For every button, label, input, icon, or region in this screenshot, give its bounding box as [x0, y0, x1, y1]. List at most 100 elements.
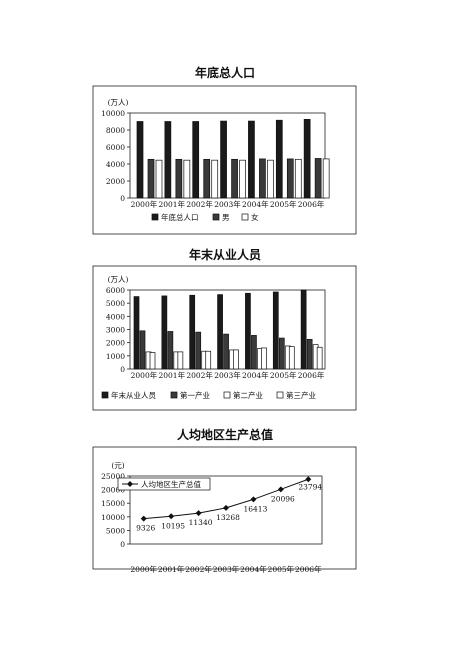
chart1-bar-3-6: [294, 158, 302, 199]
chart1-xtick-label-5: 2005年: [270, 199, 297, 209]
chart1-bar-2-4: [231, 158, 238, 199]
chart1-ytick-label-3: 6000: [106, 143, 125, 152]
chart1-xtick-label-1: 2001年: [158, 199, 185, 209]
chart2-bar-4-2: [177, 351, 184, 370]
chart1-bar-2-5: [259, 158, 266, 199]
chart2-bar-4-6: [288, 346, 295, 370]
chart1-bar-1-2: [164, 121, 172, 199]
chart3-ytick-label-2: 10000: [101, 513, 125, 522]
chart3-xtick-label-3: 2003年: [213, 564, 240, 574]
chart2-legend-label-3: 第二产业: [233, 390, 263, 400]
chart1-legend-label-1: 年底总人口: [161, 212, 199, 222]
chart1-legend-swatch-2: [212, 213, 220, 221]
chart1-bar-3-3: [211, 159, 219, 199]
chart1-ytick-label-2: 4000: [106, 160, 125, 169]
chart1-xtick-label-0: 2000年: [131, 199, 158, 209]
chart3-ytick-label-5: 25000: [101, 472, 125, 481]
chart2-legend-swatch-4: [276, 391, 284, 399]
chart1-ytick-label-4: 8000: [106, 126, 125, 135]
chart1-bar-1-1: [136, 121, 144, 199]
chart3-xtick-label-5: 2005年: [268, 564, 295, 574]
chart1-bar-3-7: [322, 158, 330, 199]
chart1-bar-1-7: [303, 119, 311, 199]
chart1-bar-1-5: [248, 120, 255, 199]
chart1-bar-1-4: [220, 120, 227, 199]
chart3-title: 人均地区生产总值: [176, 428, 273, 442]
chart1-xtick-label-6: 2006年: [298, 199, 325, 209]
chart2-bar-2-6: [278, 337, 285, 370]
chart1-ylabel: (万人): [108, 98, 129, 107]
chart1-xtick-label-3: 2003年: [214, 199, 241, 209]
chart2-legend-label-1: 年末从业人员: [111, 390, 156, 400]
chart2-bar-1-6: [272, 291, 279, 370]
chart2-ytick-label-3: 3000: [106, 326, 125, 335]
chart2-bar-1-3: [189, 294, 196, 370]
chart3-xtick-label-6: 2006年: [295, 564, 322, 574]
chart2-title: 年末从业人员: [188, 248, 261, 262]
chart3-point-4: [223, 504, 229, 511]
chart1-bar-3-1: [155, 159, 163, 199]
chart1-legend-label-2: 男: [222, 213, 230, 222]
chart3-data-label-6: 20096: [271, 494, 295, 503]
chart2-xtick-label-6: 2006年: [298, 370, 325, 380]
chart2-bar-2-5: [251, 335, 257, 370]
chart2-bar-4-1: [149, 352, 156, 370]
chart2-ytick-label-2: 2000: [106, 339, 125, 348]
chart2-bar-1-4: [217, 294, 223, 370]
chart2-xtick-label-1: 2001年: [158, 370, 185, 380]
chart2-legend-swatch-3: [223, 391, 231, 399]
chart2-xtick-label-0: 2000年: [131, 370, 158, 380]
chart2-bar-2-4: [223, 333, 229, 370]
chart3-data-label-2: 10195: [161, 521, 185, 530]
chart2-bar-2-1: [139, 330, 146, 370]
chart2-xtick-label-3: 2003年: [214, 370, 241, 380]
chart2-bar-2-3: [195, 331, 202, 370]
chart3-xtick-label-0: 2000年: [130, 564, 157, 574]
chart1-bar-2-7: [314, 158, 322, 199]
chart1-bar-3-4: [239, 159, 246, 199]
chart2-xtick-label-4: 2004年: [242, 370, 269, 380]
chart2-legend-swatch-1: [101, 391, 109, 399]
chart3-point-2: [168, 513, 175, 520]
chart3-xtick-label-4: 2004年: [240, 564, 267, 574]
chart3-data-label-7: 23794: [298, 482, 322, 491]
chart3-xtick-label-2: 2002年: [185, 564, 212, 574]
chart2-bar-1-7: [300, 289, 307, 370]
chart1-legend-swatch-1: [151, 213, 159, 221]
chart2-legend-swatch-2: [170, 391, 178, 399]
chart1-bar-2-1: [147, 158, 155, 199]
chart2-legend-label-2: 第一产业: [180, 390, 210, 400]
chart2-ytick-label-6: 6000: [106, 286, 125, 295]
chart1-plot-area: [129, 112, 326, 199]
chart1-xtick-label-4: 2004年: [242, 199, 269, 209]
chart3-plot-area: [129, 475, 323, 545]
chart3-point-5: [250, 496, 257, 503]
chart3-legend-marker: [127, 481, 133, 487]
chart1-bar-2-3: [203, 158, 211, 199]
chart1-bar-1-3: [192, 121, 200, 199]
chart3-ylabel: (元): [111, 461, 124, 470]
chart3-legend-box: [117, 477, 211, 491]
chart3-point-1: [140, 515, 147, 522]
chart2-frame: [92, 265, 357, 411]
chart1-bar-3-5: [267, 159, 274, 199]
chart1-legend-swatch-3: [241, 213, 249, 221]
chart2-bar-1-1: [133, 296, 140, 370]
chart1-xtick-label-2: 2002年: [186, 199, 213, 209]
chart1-legend-label-3: 女: [251, 212, 259, 222]
chart1-title: 年底总人口: [194, 66, 255, 80]
chart1-ytick-label-1: 2000: [106, 177, 125, 186]
chart2-xtick-label-5: 2005年: [270, 370, 297, 380]
chart2-legend-label-4: 第三产业: [286, 390, 316, 400]
chart3-frame: [92, 446, 357, 570]
chart1-bar-2-2: [175, 158, 183, 199]
chart2-bar-4-5: [261, 347, 267, 370]
chart2-ytick-label-5: 5000: [106, 299, 125, 308]
chart2-ytick-label-0: 0: [120, 365, 125, 374]
chart1-bar-1-6: [275, 119, 283, 199]
chart3-data-label-3: 11340: [189, 518, 213, 527]
chart2-bar-2-2: [167, 331, 174, 370]
chart2-ytick-label-1: 1000: [106, 352, 125, 361]
chart2-ylabel: (万人): [108, 275, 129, 284]
